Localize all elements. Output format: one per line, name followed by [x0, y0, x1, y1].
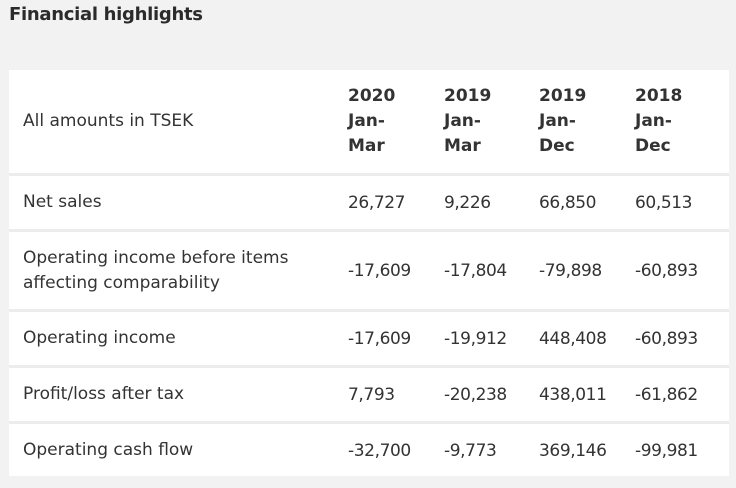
- table-row: Profit/loss after tax 7,793 -20,238 438,…: [9, 365, 729, 423]
- table-cell: 448,408: [539, 309, 635, 367]
- column-header-period: Jan-: [444, 111, 481, 131]
- row-label-text: Operating cash flow: [23, 440, 194, 461]
- table-cell: 66,850: [539, 173, 635, 231]
- row-label-text: Operating income before items: [23, 247, 289, 268]
- table-cell: 369,146: [539, 421, 635, 478]
- table-cell: -17,609: [348, 229, 444, 311]
- column-header-period: Jan-: [635, 111, 672, 131]
- column-header-period-end: Dec: [539, 136, 575, 156]
- column-header-period: Jan-: [348, 111, 385, 131]
- table-cell: 7,793: [348, 365, 444, 423]
- row-label: Profit/loss after tax: [9, 365, 348, 423]
- column-header-4: 2018 Jan- Dec: [635, 70, 729, 175]
- table-cell: -9,773: [444, 421, 539, 478]
- row-label: Operating cash flow: [9, 421, 348, 478]
- header-label: All amounts in TSEK: [23, 111, 194, 131]
- column-header-3: 2019 Jan- Dec: [539, 70, 635, 175]
- financial-table-card: All amounts in TSEK 2020 Jan- Mar 2019 J…: [9, 70, 729, 478]
- row-label: Operating income: [9, 309, 348, 367]
- table-header-row: All amounts in TSEK 2020 Jan- Mar 2019 J…: [9, 70, 729, 175]
- row-label-text-continued: affecting comparability: [23, 272, 220, 293]
- table-cell: 438,011: [539, 365, 635, 423]
- column-header-1: 2020 Jan- Mar: [348, 70, 444, 175]
- table-cell: -60,893: [635, 309, 729, 367]
- column-header-period-end: Mar: [348, 136, 385, 156]
- column-header-year: 2020: [348, 86, 396, 106]
- table-cell: -19,912: [444, 309, 539, 367]
- row-label: Operating income before items affecting …: [9, 229, 348, 311]
- column-header-period-end: Mar: [444, 136, 481, 156]
- column-header-year: 2018: [635, 86, 683, 106]
- row-label-text: Operating income: [23, 328, 176, 348]
- table-cell: 60,513: [635, 173, 729, 231]
- table-cell: -17,804: [444, 229, 539, 311]
- table-cell: -79,898: [539, 229, 635, 311]
- column-header-year: 2019: [539, 86, 587, 106]
- column-header-2: 2019 Jan- Mar: [444, 70, 539, 175]
- column-header-year: 2019: [444, 86, 492, 106]
- column-header-period-end: Dec: [635, 136, 671, 156]
- table-cell: -60,893: [635, 229, 729, 311]
- table-cell: -61,862: [635, 365, 729, 423]
- table-row: Operating income before items affecting …: [9, 229, 729, 311]
- table-row: Net sales 26,727 9,226 66,850 60,513: [9, 173, 729, 231]
- column-header-period: Jan-: [539, 111, 576, 131]
- row-label-text: Profit/loss after tax: [23, 384, 185, 404]
- table-cell: -32,700: [348, 421, 444, 478]
- table-cell: -20,238: [444, 365, 539, 423]
- table-cell: -17,609: [348, 309, 444, 367]
- table-row: Operating cash flow -32,700 -9,773 369,1…: [9, 421, 729, 478]
- page-title: Financial highlights: [9, 4, 203, 25]
- row-label: Net sales: [9, 173, 348, 231]
- table-cell: 9,226: [444, 173, 539, 231]
- table-row: Operating income -17,609 -19,912 448,408…: [9, 309, 729, 367]
- financial-highlights-table: All amounts in TSEK 2020 Jan- Mar 2019 J…: [9, 70, 729, 478]
- table-cell: 26,727: [348, 173, 444, 231]
- row-label-text: Net sales: [23, 192, 102, 212]
- table-cell: -99,981: [635, 421, 729, 478]
